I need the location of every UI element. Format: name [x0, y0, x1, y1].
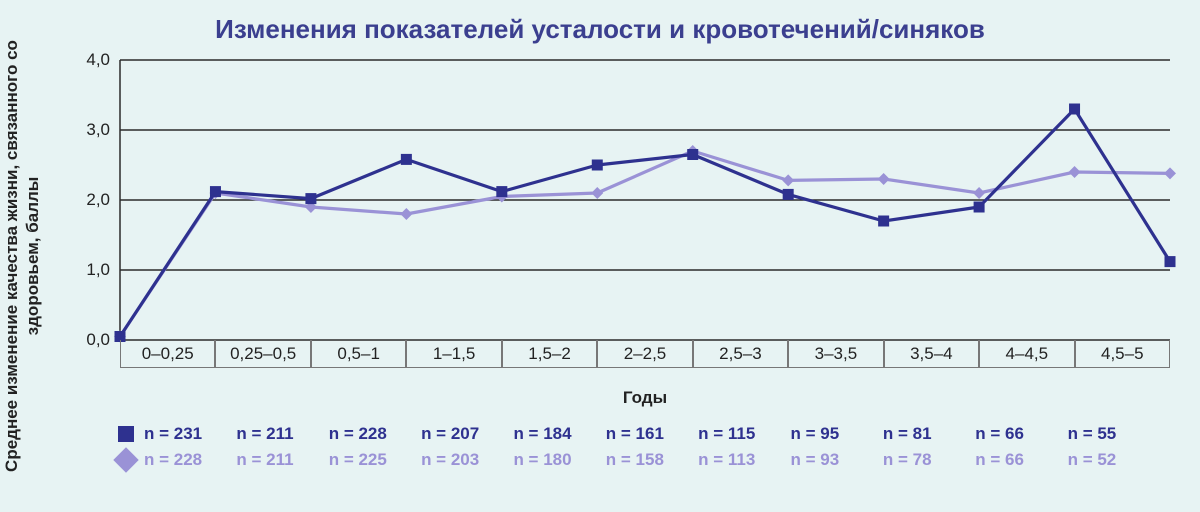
n-label: n = 66	[975, 450, 1067, 470]
x-category: 0–0,25	[120, 340, 215, 368]
square-marker	[974, 202, 985, 213]
n-label: n = 66	[975, 424, 1067, 444]
n-label: n = 81	[883, 424, 975, 444]
n-label: n = 211	[236, 450, 328, 470]
y-tick-label: 3,0	[86, 120, 110, 140]
n-label: n = 228	[144, 450, 236, 470]
chart-title: Изменения показателей усталости и кровот…	[0, 14, 1200, 45]
square-icon	[108, 426, 144, 442]
legend-row: n = 231n = 211n = 228n = 207n = 184n = 1…	[108, 424, 1160, 444]
square-marker	[401, 154, 412, 165]
n-label: n = 95	[791, 424, 883, 444]
n-label: n = 184	[513, 424, 605, 444]
square-marker	[496, 186, 507, 197]
square-marker	[783, 189, 794, 200]
n-label: n = 93	[791, 450, 883, 470]
x-category: 2,5–3	[693, 340, 788, 368]
x-category: 3,5–4	[884, 340, 979, 368]
square-marker	[1165, 256, 1176, 267]
x-category: 2–2,5	[597, 340, 692, 368]
x-category: 3–3,5	[788, 340, 883, 368]
n-label: n = 161	[606, 424, 698, 444]
square-marker	[210, 186, 221, 197]
n-label: n = 158	[606, 450, 698, 470]
x-category: 4–4,5	[979, 340, 1074, 368]
n-label: n = 113	[698, 450, 790, 470]
x-category: 1–1,5	[406, 340, 501, 368]
y-tick-label: 2,0	[86, 190, 110, 210]
y-tick-label: 1,0	[86, 260, 110, 280]
diamond-marker	[1164, 167, 1176, 179]
legend-row: n = 228n = 211n = 225n = 203n = 180n = 1…	[108, 450, 1160, 470]
square-marker	[878, 216, 889, 227]
plot-area: 0,01,02,03,04,00–0,250,25–0,50,5–11–1,51…	[120, 60, 1170, 340]
x-category: 4,5–5	[1075, 340, 1170, 368]
series-line	[120, 109, 1170, 337]
square-marker	[592, 160, 603, 171]
y-tick-label: 4,0	[86, 50, 110, 70]
n-label: n = 211	[236, 424, 328, 444]
square-marker	[687, 149, 698, 160]
diamond-marker	[400, 208, 412, 220]
n-label: n = 231	[144, 424, 236, 444]
n-label: n = 115	[698, 424, 790, 444]
diamond-marker	[878, 173, 890, 185]
chart-svg	[120, 60, 1170, 340]
x-category: 0,25–0,5	[215, 340, 310, 368]
square-marker	[305, 193, 316, 204]
diamond-marker	[973, 187, 985, 199]
y-tick-label: 0,0	[86, 330, 110, 350]
diamond-marker	[591, 187, 603, 199]
n-label: n = 180	[513, 450, 605, 470]
n-label: n = 228	[329, 424, 421, 444]
diamond-icon	[108, 451, 144, 469]
square-marker	[1069, 104, 1080, 115]
n-label: n = 203	[421, 450, 513, 470]
diamond-marker	[782, 174, 794, 186]
legend: n = 231n = 211n = 228n = 207n = 184n = 1…	[108, 424, 1160, 476]
x-axis-label: Годы	[120, 388, 1170, 408]
x-category: 1,5–2	[502, 340, 597, 368]
n-label: n = 225	[329, 450, 421, 470]
x-category: 0,5–1	[311, 340, 406, 368]
n-label: n = 52	[1068, 450, 1160, 470]
n-label: n = 55	[1068, 424, 1160, 444]
y-axis-label: Среднее изменение качества жизни, связан…	[1, 26, 44, 486]
n-label: n = 207	[421, 424, 513, 444]
series-line	[120, 151, 1170, 337]
n-label: n = 78	[883, 450, 975, 470]
diamond-marker	[1069, 166, 1081, 178]
